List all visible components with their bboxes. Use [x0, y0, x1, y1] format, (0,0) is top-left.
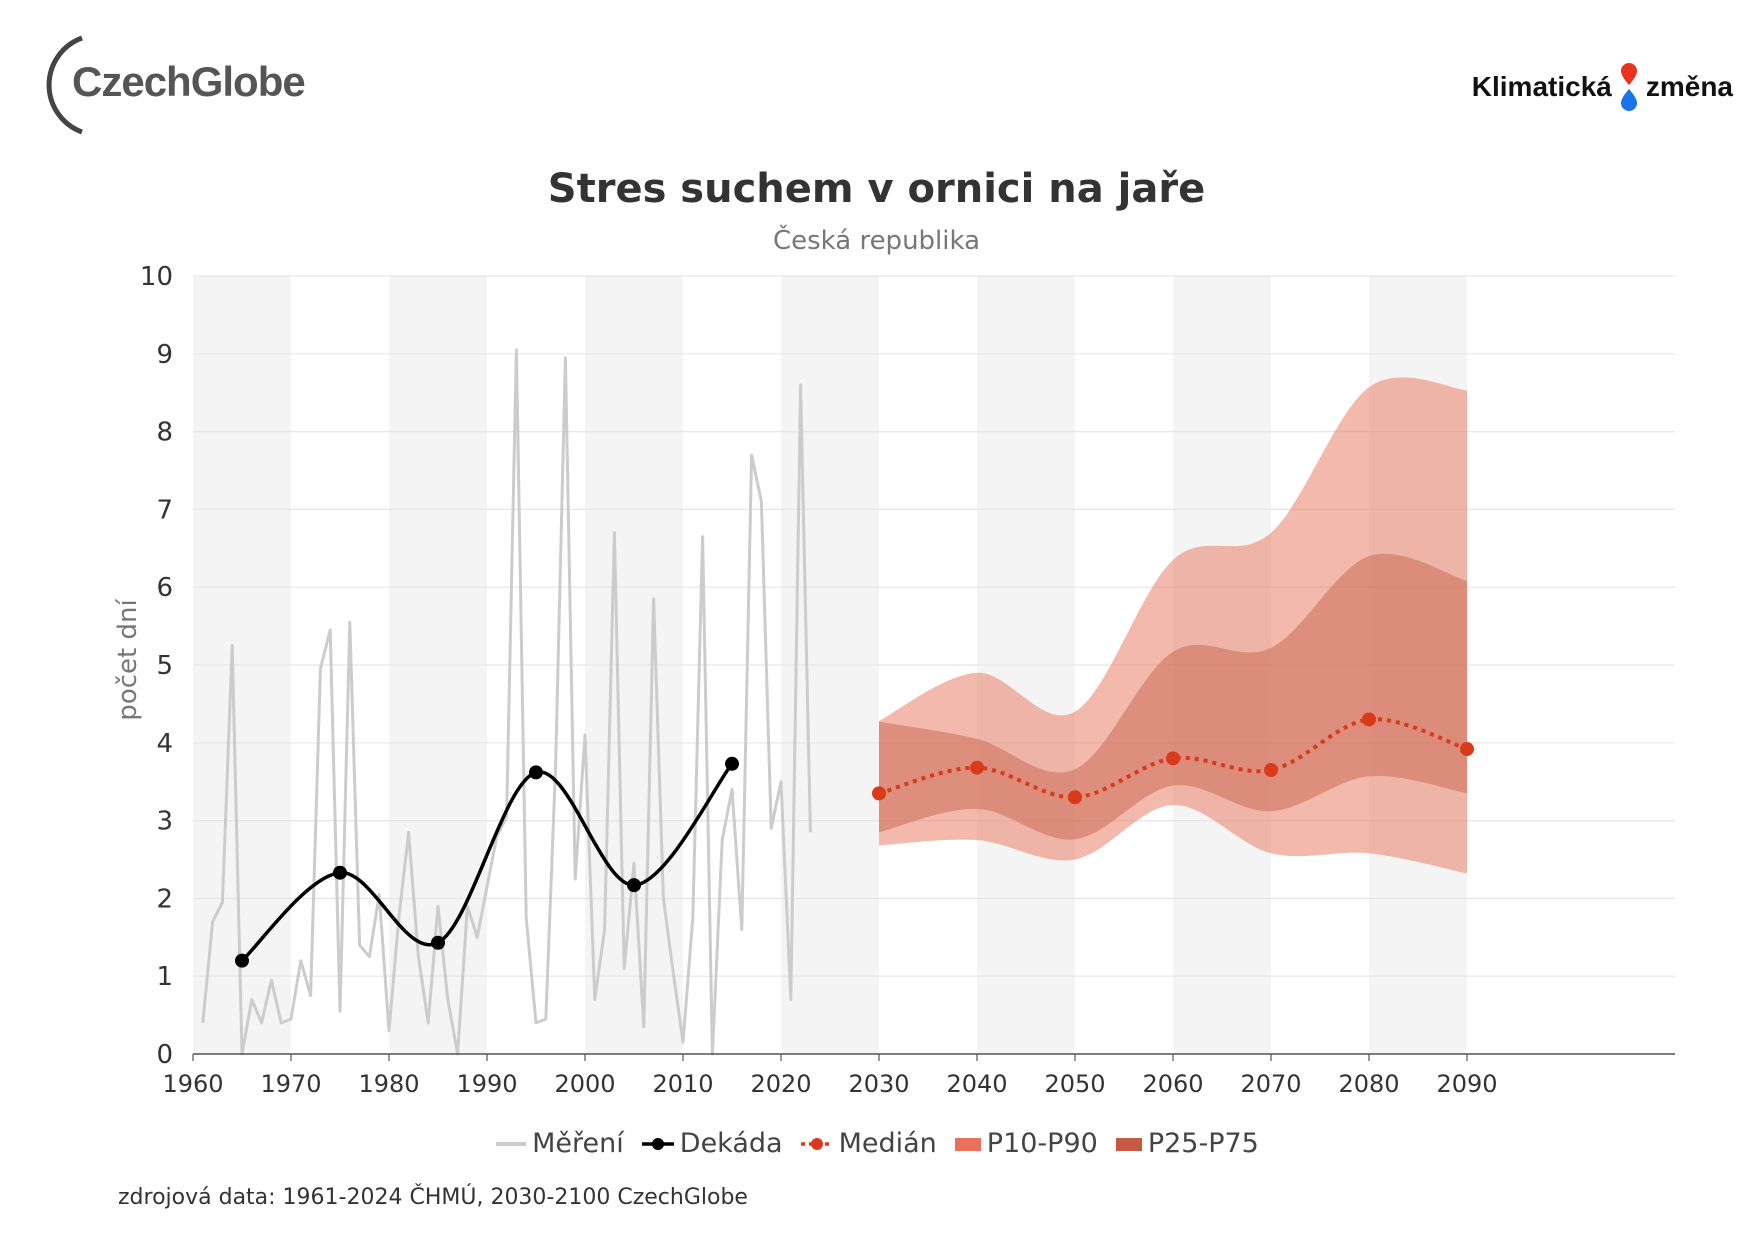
axes: 0 1 2 3 4 5 6 7 8 9 10 1960 1970 1980 1990 2000 2010 2020…: [140, 262, 1675, 1098]
x-tick-label: 2010: [652, 1070, 713, 1098]
legend-swatch-p10-p90: [954, 1137, 981, 1151]
x-tick-label: 2000: [554, 1070, 615, 1098]
median-point-2030: [872, 786, 886, 801]
x-tick-label: 2080: [1338, 1070, 1399, 1098]
x-tick-label: 2020: [750, 1070, 811, 1098]
decade-point-1975: [333, 865, 347, 880]
x-tick-label: 2030: [848, 1070, 909, 1098]
x-tick-label: 1960: [162, 1070, 223, 1098]
legend: Měření Dekáda Medián P10-P90 P25-P75: [0, 1128, 1753, 1159]
x-tick-label: 2050: [1044, 1070, 1105, 1098]
drop-icon: [1620, 63, 1637, 111]
legend-label-median: Medián: [838, 1128, 937, 1159]
y-tick-label: 7: [156, 495, 173, 525]
y-tick-label: 6: [156, 573, 173, 603]
median-point-2060: [1166, 751, 1180, 766]
czechglobe-logo: [34, 30, 324, 140]
median-point-2070: [1264, 763, 1278, 778]
decade-point-2005: [627, 878, 641, 893]
series-points: [235, 712, 1474, 968]
area-p10-p90: [879, 377, 1467, 874]
legend-item-median: Medián: [799, 1128, 937, 1159]
series-line-measured: [201, 348, 812, 1056]
legend-swatch-measured: [496, 1141, 527, 1146]
legend-swatch-median: [800, 1137, 833, 1150]
logo-right-word2: změna: [1645, 71, 1733, 102]
percentile-areas: [879, 377, 1467, 874]
legend-label-p10-p90: P10-P90: [986, 1128, 1098, 1159]
x-tick-label: 2090: [1436, 1070, 1497, 1098]
y-tick-label: 1: [156, 962, 173, 992]
legend-item-measured: Měření: [494, 1128, 624, 1159]
y-tick-label: 5: [156, 651, 173, 681]
y-tick-label: 2: [156, 884, 173, 914]
median-point-2090: [1460, 742, 1474, 757]
area-p25-p75: [879, 553, 1467, 840]
logo-arc-icon: [46, 35, 83, 135]
decade-point-1985: [431, 935, 445, 950]
median-point-2080: [1362, 712, 1376, 727]
legend-label-measured: Měření: [532, 1128, 624, 1159]
chart-subtitle: Česká republika: [772, 226, 981, 256]
legend-item-p10-p90: P10-P90: [953, 1128, 1098, 1159]
legend-swatch-decade: [641, 1137, 674, 1150]
logo-right-word1: Klimatická: [1471, 71, 1612, 102]
y-tick-label: 9: [156, 340, 173, 370]
median-point-2050: [1068, 790, 1082, 805]
klimaticka-zmena-logo: Klimatická změna: [1472, 62, 1733, 112]
chart-title: Stres suchem v ornici na jaře: [547, 166, 1206, 212]
y-tick-label: 4: [156, 729, 173, 759]
y-tick-label: 10: [140, 262, 173, 292]
median-point-2040: [970, 760, 984, 775]
legend-label-p25-p75: P25-P75: [1147, 1128, 1259, 1159]
y-tick-label: 3: [156, 807, 173, 837]
decade-point-2015: [725, 756, 739, 771]
x-tick-label: 1970: [260, 1070, 321, 1098]
legend-item-p25-p75: P25-P75: [1114, 1128, 1259, 1159]
legend-label-decade: Dekáda: [679, 1128, 783, 1159]
source-note: zdrojová data: 1961-2024 ČHMÚ, 2030-2100…: [118, 1185, 748, 1210]
decade-point-1995: [529, 765, 543, 780]
legend-item-decade: Dekáda: [640, 1128, 783, 1159]
x-tick-label: 1980: [358, 1070, 419, 1098]
y-tick-label: 0: [156, 1040, 173, 1070]
x-tick-label: 2060: [1142, 1070, 1203, 1098]
x-tick-label: 1990: [456, 1070, 517, 1098]
legend-swatch-p25-p75: [1115, 1137, 1142, 1151]
x-tick-label: 2070: [1240, 1070, 1301, 1098]
y-tick-label: 8: [156, 418, 173, 448]
y-axis-label: počet dní: [113, 599, 143, 721]
logo-left-text: CzechGlobe: [72, 58, 306, 105]
decade-point-1965: [235, 953, 249, 968]
x-tick-label: 2040: [946, 1070, 1007, 1098]
